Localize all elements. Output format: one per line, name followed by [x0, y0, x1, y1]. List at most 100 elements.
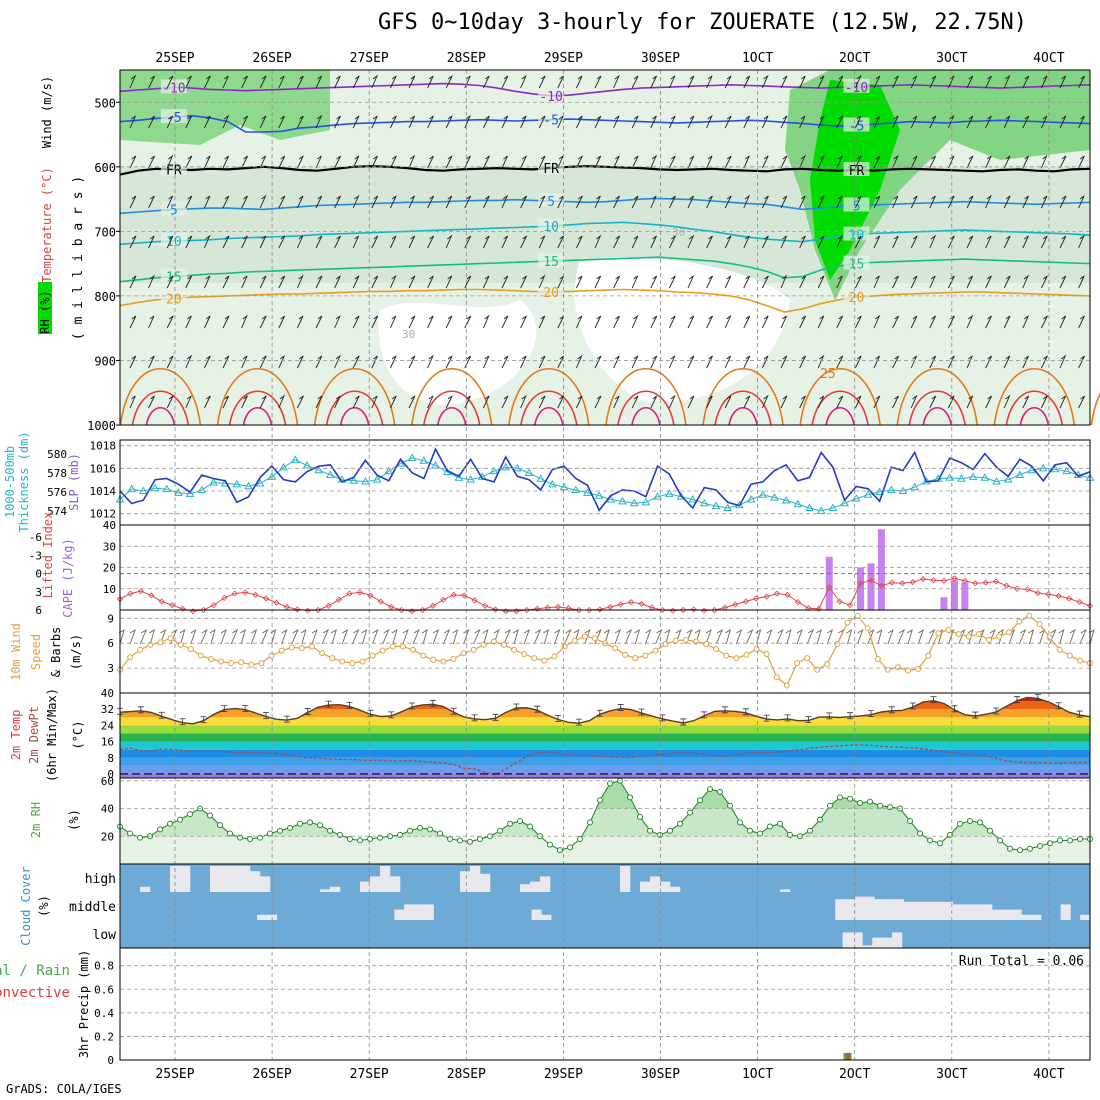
- wind-barb: [200, 628, 208, 645]
- x-top-label: 29SEP: [544, 51, 583, 66]
- thickness-marker: [1062, 466, 1072, 475]
- wind-speed-marker: [480, 641, 487, 648]
- wind-barb: [129, 155, 137, 169]
- wind-barb: [291, 628, 299, 645]
- temp-band: [120, 765, 1090, 774]
- wind-barb: [166, 154, 174, 169]
- wind-barb: [185, 395, 192, 409]
- wind-barb: [421, 629, 428, 645]
- temp-minmax-bar: [263, 712, 270, 719]
- wind-speed-marker: [783, 682, 790, 689]
- wind-speed-marker: [1066, 652, 1073, 659]
- wind-barb: [166, 115, 174, 129]
- wind-barb: [296, 315, 304, 329]
- temp-band: [120, 717, 1090, 726]
- wind-barb: [464, 315, 472, 329]
- rh-marker: [297, 820, 303, 827]
- wind-barb: [1040, 395, 1048, 409]
- wind-barb: [650, 75, 658, 89]
- wind-speed-marker: [692, 638, 699, 645]
- wind-speed-marker: [157, 639, 164, 646]
- wind-speed-marker: [167, 635, 174, 642]
- wind-barb: [817, 195, 825, 209]
- wind-barb: [464, 195, 472, 209]
- rh-marker: [667, 827, 673, 834]
- temp-contour-30: [325, 390, 384, 426]
- wind-barb: [261, 628, 269, 645]
- rh-marker: [957, 820, 963, 827]
- wind-barb: [222, 75, 229, 89]
- thickness-marker: [466, 475, 475, 483]
- wind-barb: [1078, 155, 1085, 169]
- y-axis-label: 2m RH: [29, 802, 43, 838]
- wind-barb: [278, 155, 286, 169]
- wind-barb: [743, 355, 751, 369]
- temp-minmax-bar: [951, 705, 958, 713]
- thickness-marker: [139, 486, 148, 494]
- thickness-marker: [1050, 464, 1060, 473]
- y-tick-label: 1016: [90, 462, 117, 475]
- wind-barb: [780, 395, 788, 409]
- thickness-marker: [746, 495, 756, 503]
- wind-barb: [892, 75, 899, 89]
- y-tick-label: 40: [101, 687, 114, 700]
- panel-frame: [119, 947, 1091, 1061]
- wind-barb: [743, 315, 751, 329]
- thickness-marker: [501, 462, 511, 471]
- wind-barb: [1059, 315, 1067, 329]
- wind-barb: [501, 155, 508, 169]
- wind-speed-marker: [1076, 657, 1083, 664]
- cloud-middle-bar: [1011, 909, 1022, 920]
- precip-convective-bar: [846, 1052, 850, 1060]
- wind-barb: [799, 154, 807, 169]
- contour-label-bg: [160, 290, 187, 305]
- thickness-marker: [162, 484, 172, 493]
- temp-minmax-bar: [1013, 696, 1020, 704]
- wind-barb: [1079, 628, 1087, 645]
- thickness-marker: [524, 468, 534, 477]
- wind-barb: [854, 115, 862, 129]
- lifted-index-marker: [711, 606, 718, 614]
- wind-barb: [464, 235, 472, 249]
- wind-speed-marker: [430, 656, 437, 663]
- wind-barb: [203, 75, 211, 89]
- wind-speed-marker: [753, 646, 760, 653]
- thickness-slp-panel: 574 576 578 580 1012 1014 1016 1018 1000-500mb Th…: [3, 431, 1095, 533]
- wind-speed-marker: [935, 630, 942, 637]
- temp-minmax-bar: [409, 702, 416, 710]
- wind-barb: [650, 395, 658, 409]
- cloud-high-bar: [260, 876, 271, 892]
- wind-barb: [209, 629, 216, 645]
- rh-marker: [807, 827, 813, 834]
- lifted-index-marker: [940, 577, 948, 584]
- temp-contour-35: [922, 407, 953, 426]
- lifted-index-marker: [137, 588, 144, 595]
- lifted-index-marker: [356, 589, 363, 596]
- rh-marker: [907, 818, 913, 824]
- wind-barb: [408, 154, 416, 169]
- y-tick-label: 0.2: [94, 1030, 114, 1043]
- lifted-index-marker: [586, 606, 593, 614]
- thickness-marker: [828, 503, 838, 511]
- wind-barb: [1003, 355, 1011, 369]
- wind-barb: [482, 75, 490, 89]
- rh-marker: [707, 786, 713, 793]
- y-axis-label: Cloud Cover: [19, 866, 33, 945]
- wind-barb: [503, 628, 511, 645]
- wind-barb: [371, 74, 379, 89]
- wind-barb: [724, 115, 732, 129]
- wind-barb: [668, 315, 676, 329]
- y-tick-label: 1012: [90, 508, 117, 521]
- wind-barb: [817, 115, 825, 129]
- wind-speed-marker: [682, 636, 689, 643]
- temp-minmax-bar: [200, 716, 207, 724]
- wind-barb: [129, 235, 137, 249]
- wind-barb: [761, 74, 769, 89]
- wind-barb: [445, 275, 453, 289]
- wind-barb: [1040, 275, 1048, 289]
- wind-barb: [352, 115, 360, 129]
- wind-speed-marker: [470, 646, 477, 653]
- contour-label-bg: [538, 160, 565, 175]
- thickness-marker: [209, 478, 218, 486]
- temp-contour: [119, 197, 1091, 215]
